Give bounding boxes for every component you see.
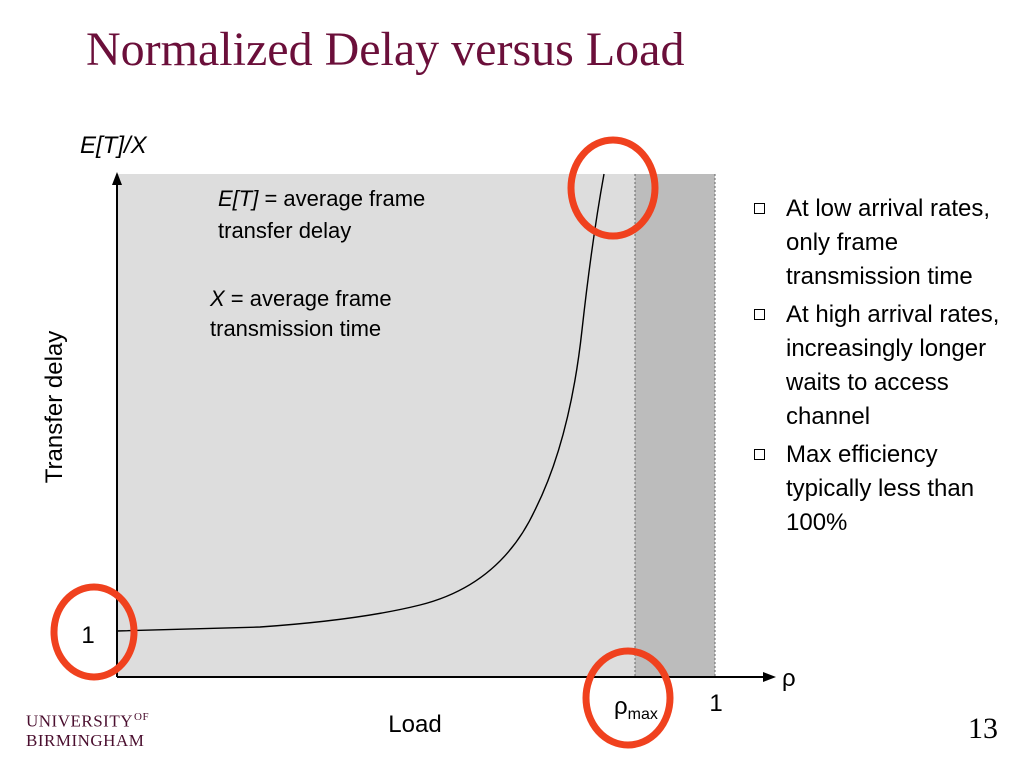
definition-x-symbol: X xyxy=(209,286,226,311)
definition-et-text: average frame xyxy=(283,186,425,211)
bullet-item: At high arrival rates, increasingly long… xyxy=(748,298,1008,434)
definition-et-equals: = xyxy=(258,186,283,211)
y-axis-title: Transfer delay xyxy=(41,331,68,484)
page-number: 13 xyxy=(968,712,998,745)
university-logo: UNIVERSITYOF BIRMINGHAM xyxy=(26,708,149,750)
rho-max-base: ρ xyxy=(614,693,628,720)
hollow-square-bullet-icon xyxy=(754,449,765,460)
highlight-circle-rho-max xyxy=(582,647,674,749)
bullet-text: At low arrival rates, only frame transmi… xyxy=(786,195,991,290)
plot-area xyxy=(117,174,635,677)
definition-x-equals: = xyxy=(225,286,250,311)
definition-et-symbol: E[T] xyxy=(218,186,259,211)
hollow-square-bullet-icon xyxy=(754,309,765,320)
highlight-circle-one xyxy=(50,583,138,681)
logo-line-1: UNIVERSITYOF xyxy=(26,708,149,731)
logo-university: UNIVERSITY xyxy=(26,711,133,731)
logo-of: OF xyxy=(134,711,150,723)
logo-birmingham: BIRMINGHAM xyxy=(26,730,145,750)
bullet-item: Max efficiency typically less than 100% xyxy=(748,438,1008,540)
y-tick-label: 1 xyxy=(81,622,94,649)
rho-max-subscript: max xyxy=(628,706,658,723)
highlight-circle-curve-top xyxy=(567,136,659,240)
definition-et-line1: E[T] = average frame xyxy=(218,186,425,211)
hollow-square-bullet-icon xyxy=(754,203,765,214)
definition-x-line1: X = average frame xyxy=(209,286,392,311)
x-tick-label: 1 xyxy=(709,690,722,717)
bullet-text: At high arrival rates, increasingly long… xyxy=(786,301,1000,430)
definition-x-text: average frame xyxy=(250,286,392,311)
saturation-band xyxy=(635,174,715,677)
bullet-text: Max efficiency typically less than 100% xyxy=(786,441,975,536)
bullet-list: At low arrival rates, only frame transmi… xyxy=(748,192,1008,544)
y-axis-label: E[T]/X xyxy=(80,132,148,159)
x-axis-arrowhead xyxy=(763,672,776,682)
slide-title: Normalized Delay versus Load xyxy=(86,23,685,76)
rho-max-label: ρmax xyxy=(614,693,658,723)
x-axis-symbol: ρ xyxy=(782,665,796,692)
definition-x-line2: transmission time xyxy=(210,316,381,341)
y-axis-arrowhead xyxy=(112,172,122,185)
x-axis-title: Load xyxy=(388,711,441,738)
delay-curve xyxy=(116,173,605,632)
bullet-item: At low arrival rates, only frame transmi… xyxy=(748,192,1008,294)
definition-et-line2: transfer delay xyxy=(218,218,351,243)
